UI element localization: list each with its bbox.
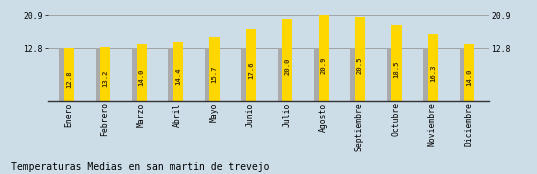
Bar [96,48,102,101]
Bar [318,15,329,101]
Bar [205,48,212,101]
Bar [428,34,438,101]
Bar [173,42,183,101]
Bar [64,48,74,101]
Text: Temperaturas Medias en san martin de trevejo: Temperaturas Medias en san martin de tre… [11,162,269,172]
Text: 14.4: 14.4 [175,67,181,85]
Bar [100,47,111,101]
Bar [136,44,147,101]
Bar [209,37,220,101]
Text: 20.5: 20.5 [357,57,363,74]
Bar [278,48,284,101]
Bar [246,29,256,101]
Bar [391,25,402,101]
Bar [59,48,66,101]
Bar [241,48,248,101]
Bar [460,48,466,101]
Bar [282,19,292,101]
Text: 12.8: 12.8 [66,70,72,88]
Text: 14.0: 14.0 [466,68,472,86]
Bar [350,48,357,101]
Text: 20.9: 20.9 [321,56,326,74]
Bar [169,48,175,101]
Text: 16.3: 16.3 [430,64,436,82]
Bar [132,48,139,101]
Bar [423,48,430,101]
Text: 20.0: 20.0 [284,58,291,75]
Bar [355,17,365,101]
Text: 18.5: 18.5 [394,60,400,78]
Text: 15.7: 15.7 [212,65,217,83]
Bar [314,48,321,101]
Text: 13.2: 13.2 [103,69,108,87]
Text: 17.6: 17.6 [248,62,254,79]
Bar [464,44,474,101]
Bar [387,48,393,101]
Text: 14.0: 14.0 [139,68,144,86]
